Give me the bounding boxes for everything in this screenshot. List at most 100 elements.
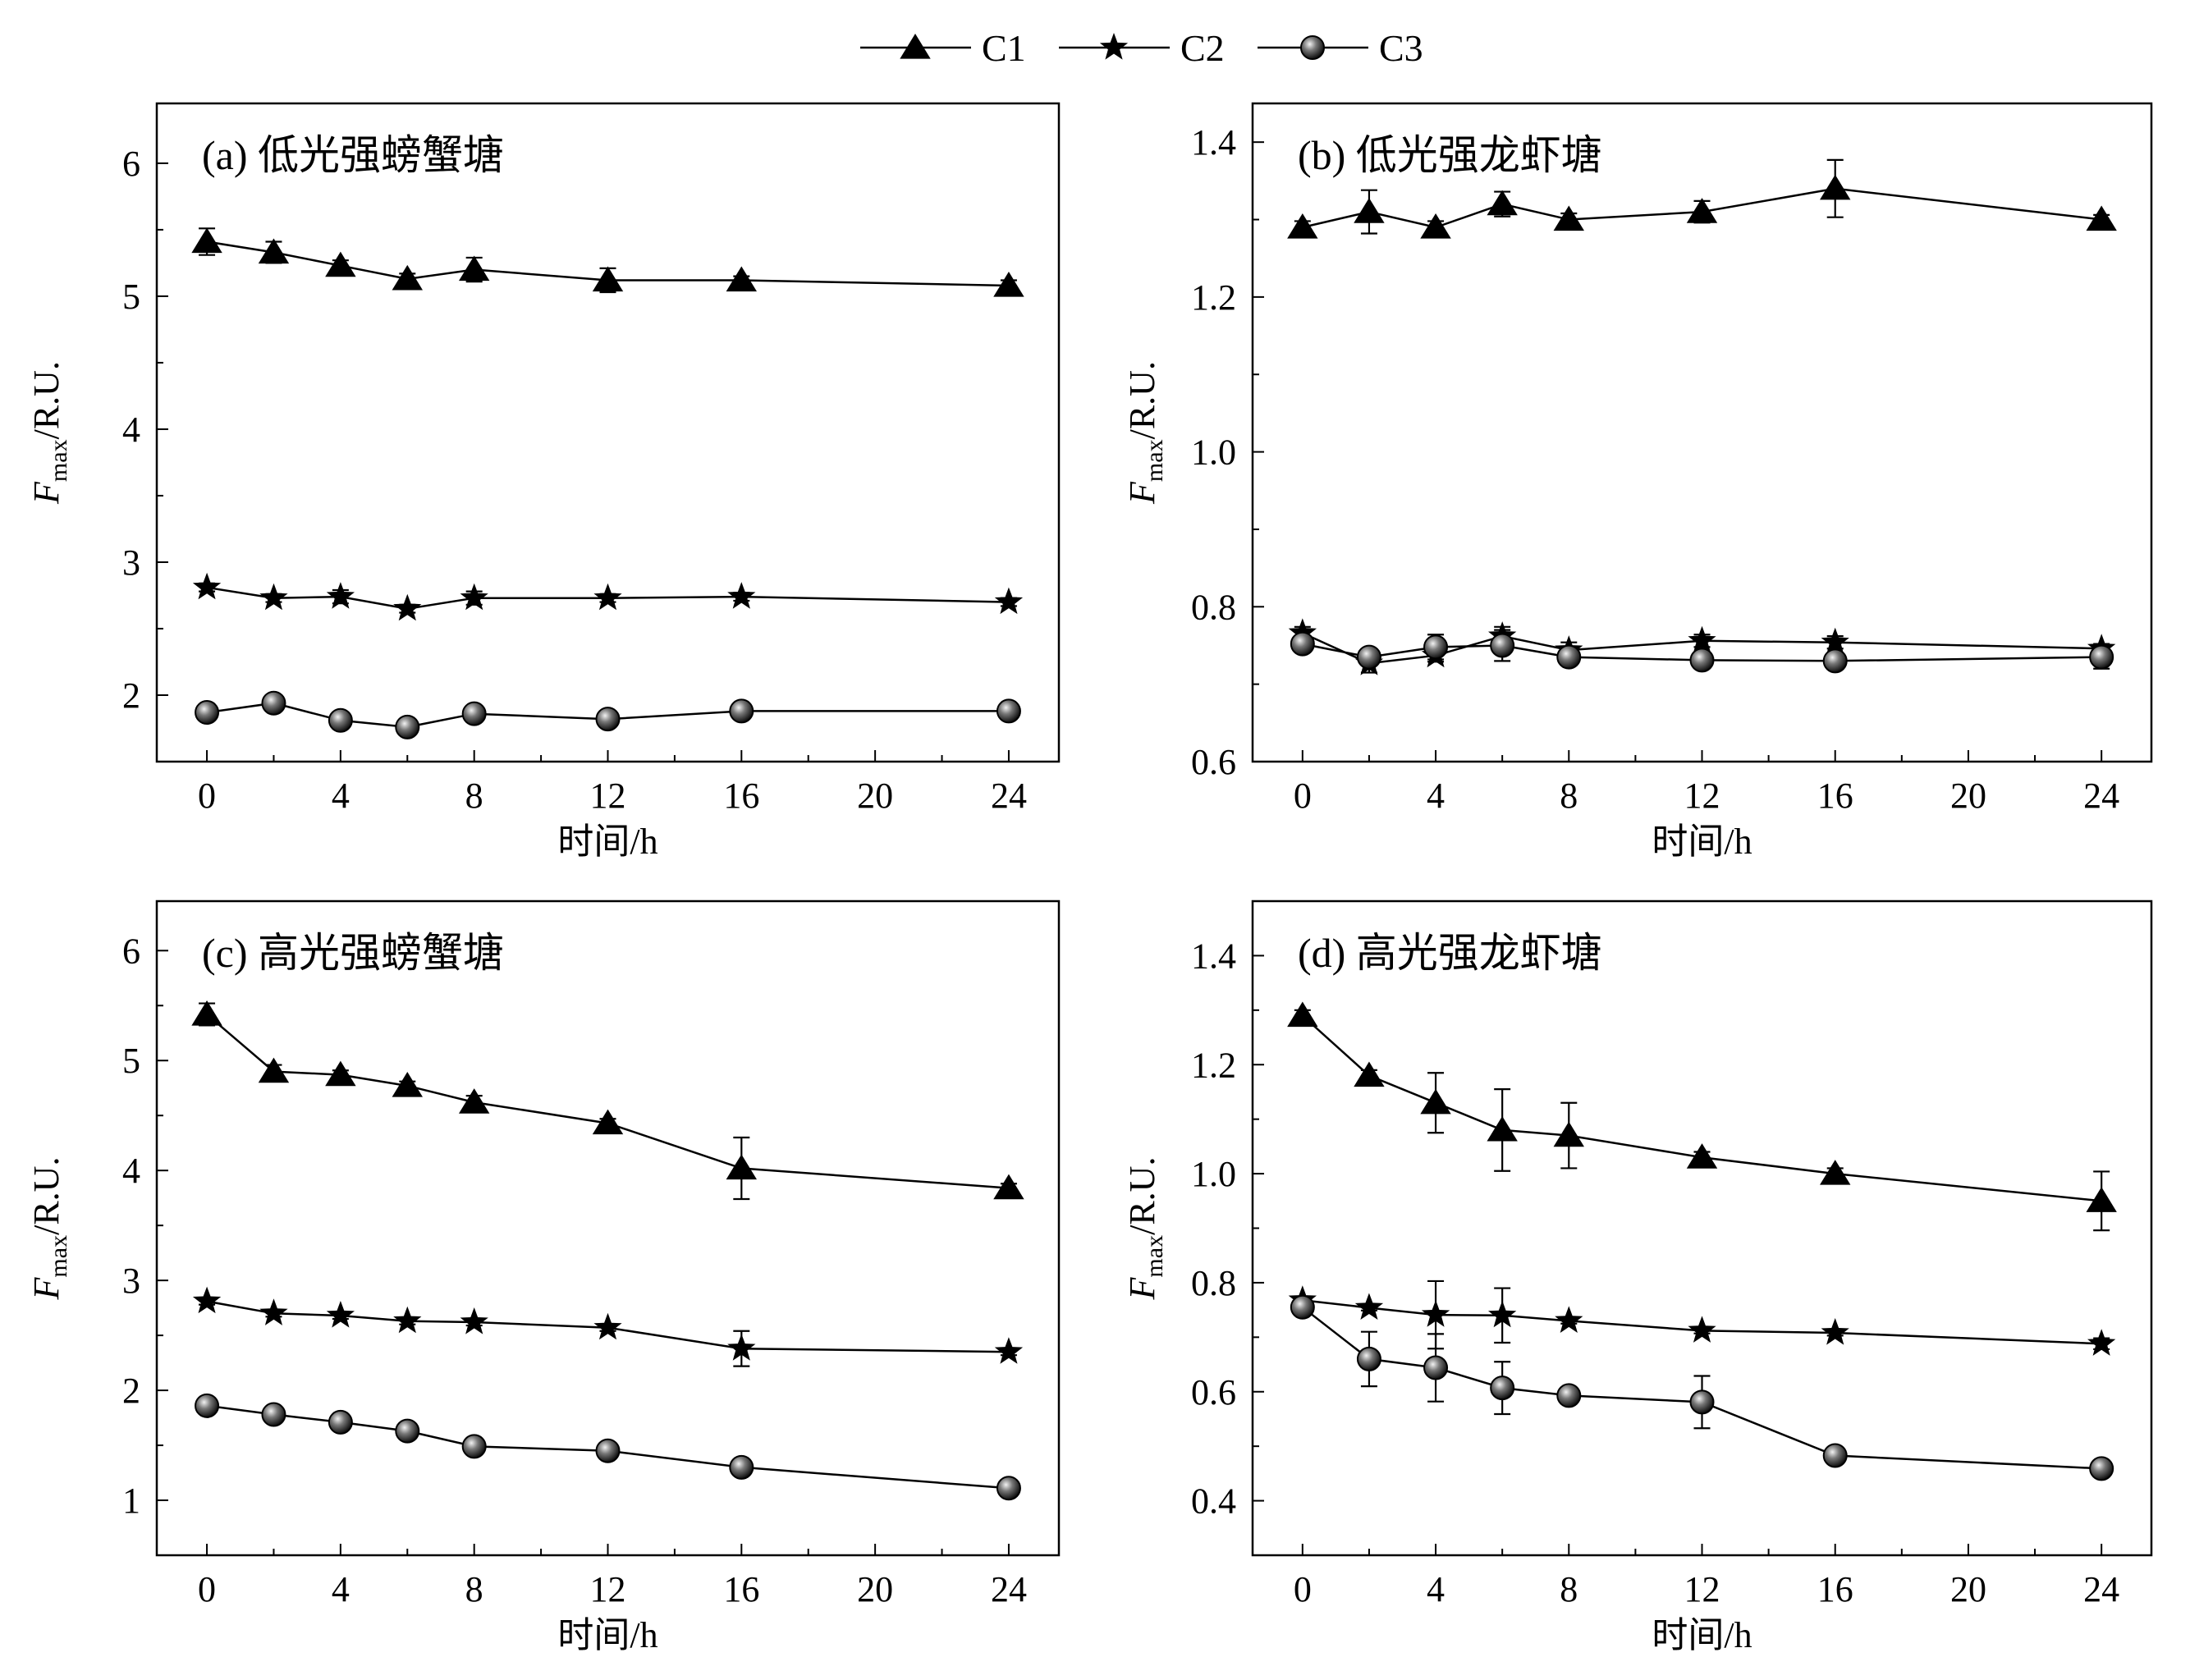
legend-marker <box>1099 33 1129 60</box>
series-line <box>206 586 1009 610</box>
data-point <box>1555 1306 1583 1333</box>
data-point <box>461 1434 487 1459</box>
data-point <box>994 587 1024 615</box>
x-axis-title: 时间/h <box>1652 1615 1752 1655</box>
plot-frame <box>1251 900 2153 1557</box>
data-point <box>1423 1355 1449 1380</box>
data-point <box>1354 198 1385 223</box>
y-tick-label: 5 <box>122 1041 140 1081</box>
x-tick-label: 0 <box>1294 776 1312 816</box>
y-tick-label: 0.6 <box>1191 1372 1236 1412</box>
legend-label: C3 <box>1379 27 1423 69</box>
x-tick-label: 16 <box>723 1569 759 1609</box>
y-axis-title-subscript: max <box>45 439 72 482</box>
y-tick-label: 5 <box>122 277 140 317</box>
data-point <box>1689 648 1715 673</box>
y-tick-label: 6 <box>122 931 140 971</box>
data-point <box>1290 631 1315 657</box>
data-point <box>458 1088 490 1114</box>
series-c2 <box>1288 1279 2116 1356</box>
data-point <box>1354 1061 1385 1087</box>
legend-entry-c1: C1 <box>860 27 1026 69</box>
panel-title: (c) 高光强螃蟹塘 <box>202 930 504 976</box>
data-point <box>729 698 754 724</box>
series-line <box>206 240 1009 287</box>
data-point <box>458 255 490 282</box>
y-axis-title-symbol: F <box>1122 1276 1162 1300</box>
y-axis-title: Fmax/R.U. <box>26 361 72 505</box>
data-point <box>1421 1300 1450 1327</box>
x-tick-label: 20 <box>1950 1569 1986 1609</box>
panel-b: 0 4 8 12 16 20 24 0.6 0.8 1.0 1.2 1.4 时间/h Fmax/R.U. (… <box>1122 102 2153 862</box>
x-axis-title: 时间/h <box>557 1615 657 1655</box>
y-axis-title-subscript: max <box>1141 439 1168 482</box>
x-tick-label: 16 <box>723 776 759 816</box>
x-tick-label: 8 <box>1560 776 1578 816</box>
series-c1 <box>1287 158 2117 239</box>
x-tick-label: 16 <box>1817 1569 1853 1609</box>
data-point <box>192 572 222 600</box>
data-point <box>1822 648 1848 674</box>
data-point <box>993 1174 1024 1200</box>
series-c1 <box>191 1000 1024 1201</box>
y-axis-title-symbol: F <box>1122 481 1162 505</box>
y-tick-label: 2 <box>122 675 140 716</box>
legend-label: C2 <box>1180 27 1225 69</box>
data-point <box>392 1072 423 1097</box>
y-axis-title-symbol: F <box>26 1276 66 1300</box>
data-point <box>258 238 290 264</box>
data-point <box>1820 174 1851 200</box>
series-c3 <box>195 690 1021 739</box>
data-point <box>195 1393 220 1418</box>
data-point <box>2086 205 2117 231</box>
data-point <box>1487 1115 1518 1142</box>
data-point <box>325 251 356 277</box>
x-tick-label: 4 <box>332 776 350 816</box>
y-tick-label: 4 <box>122 1151 140 1191</box>
data-point <box>326 1301 355 1328</box>
data-point <box>258 1057 290 1083</box>
data-point <box>1556 644 1582 670</box>
data-point <box>2089 644 2114 670</box>
data-point <box>326 582 355 609</box>
data-point <box>727 582 756 609</box>
data-point <box>727 1334 756 1361</box>
series-c3 <box>195 1393 1021 1501</box>
data-point <box>1686 198 1718 223</box>
series-c2 <box>192 1286 1024 1367</box>
y-axis-title-subscript: max <box>45 1235 72 1278</box>
y-axis-title-unit: /R.U. <box>26 1157 66 1235</box>
y-tick-label: 2 <box>122 1371 140 1411</box>
series-c1 <box>191 227 1024 297</box>
data-point <box>1688 625 1716 653</box>
y-axis-title: Fmax/R.U. <box>26 1157 72 1301</box>
series-c1 <box>1287 1001 2117 1232</box>
data-point <box>191 1000 222 1026</box>
data-point <box>1688 1316 1716 1343</box>
series-c2 <box>192 572 1024 621</box>
data-point <box>1821 627 1849 655</box>
data-point <box>1553 205 1584 231</box>
series-line <box>206 1300 1009 1353</box>
series-line <box>206 1014 1009 1189</box>
y-axis-title: Fmax/R.U. <box>1122 1157 1168 1301</box>
data-point <box>1287 213 1318 239</box>
y-tick-label: 1.0 <box>1191 433 1236 473</box>
x-tick-label: 20 <box>857 1569 893 1609</box>
data-point <box>2087 1329 2116 1356</box>
y-tick-label: 6 <box>122 144 140 184</box>
y-tick-label: 1.4 <box>1191 122 1236 163</box>
y-tick-label: 0.8 <box>1191 1263 1236 1303</box>
x-tick-label: 0 <box>198 1569 216 1609</box>
data-point <box>595 1438 621 1463</box>
data-point <box>1490 633 1515 658</box>
data-point <box>1490 1376 1515 1401</box>
data-point <box>1487 190 1518 216</box>
x-tick-label: 0 <box>1294 1569 1312 1609</box>
data-point <box>1686 1143 1718 1169</box>
legend-label: C1 <box>982 27 1026 69</box>
panel-title: (a) 低光强螃蟹塘 <box>202 132 504 178</box>
x-axis-title: 时间/h <box>1652 822 1752 862</box>
series-c3 <box>1290 629 2114 674</box>
